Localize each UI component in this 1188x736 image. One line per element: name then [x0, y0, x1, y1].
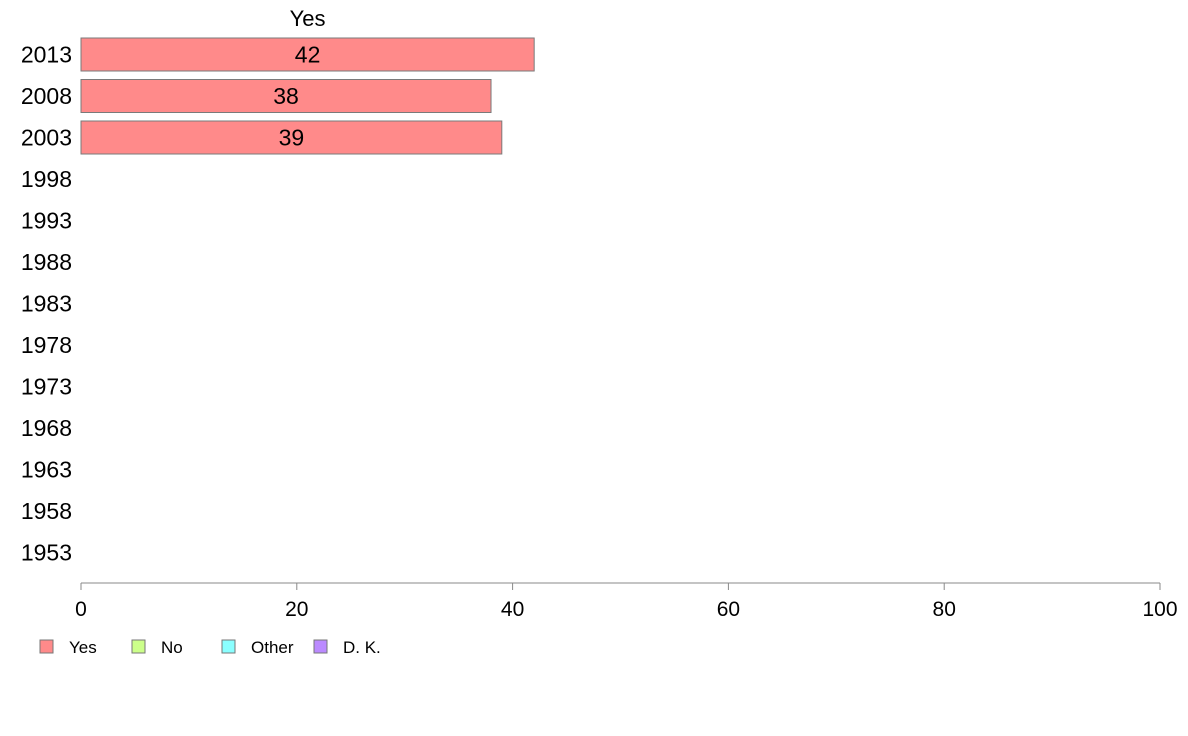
bar-segment [80, 37, 535, 72]
series-header-label: Yes [290, 6, 326, 31]
legend-swatch [221, 639, 236, 654]
x-tick-label: 0 [75, 598, 87, 621]
x-tick-label: 80 [933, 598, 956, 621]
y-tick-label: 1998 [21, 166, 72, 192]
y-tick-label: 1958 [21, 498, 72, 524]
y-tick-label: 2008 [21, 83, 72, 109]
legend-label: D. K. [343, 638, 381, 657]
x-tick-label: 20 [285, 598, 308, 621]
bars-group: 42 38 39 [80, 37, 535, 155]
legend-label: Other [251, 638, 294, 657]
legend-swatch [313, 639, 328, 654]
y-tick-label: 1988 [21, 249, 72, 275]
y-axis-labels: 2013 2008 2003 1998 1993 1988 1983 1978 1973 1968… [21, 42, 72, 566]
x-axis: 0 20 40 60 80 100 [75, 582, 1178, 621]
y-tick-label: 1963 [21, 457, 72, 483]
bar-segment [80, 79, 492, 113]
legend-swatch [39, 639, 54, 654]
bar-value-label: 38 [273, 83, 299, 109]
y-tick-label: 1993 [21, 208, 72, 234]
y-tick-label: 1983 [21, 291, 72, 317]
y-tick-label: 2013 [21, 42, 72, 68]
bar-value-label: 42 [295, 42, 321, 68]
x-tick-label: 40 [501, 598, 524, 621]
legend-label: Yes [69, 638, 97, 657]
legend-label: No [161, 638, 183, 657]
y-tick-label: 1968 [21, 415, 72, 441]
y-tick-label: 2003 [21, 125, 72, 151]
x-tick-label: 60 [717, 598, 740, 621]
y-tick-label: 1978 [21, 332, 72, 358]
bar-segment [80, 120, 503, 155]
y-tick-label: 1973 [21, 374, 72, 400]
y-tick-label: 1953 [21, 540, 72, 566]
legend: Yes No Other D. K. [39, 638, 381, 657]
x-tick-label: 100 [1142, 598, 1177, 621]
legend-swatch [131, 639, 146, 654]
bar-value-label: 39 [279, 125, 305, 151]
